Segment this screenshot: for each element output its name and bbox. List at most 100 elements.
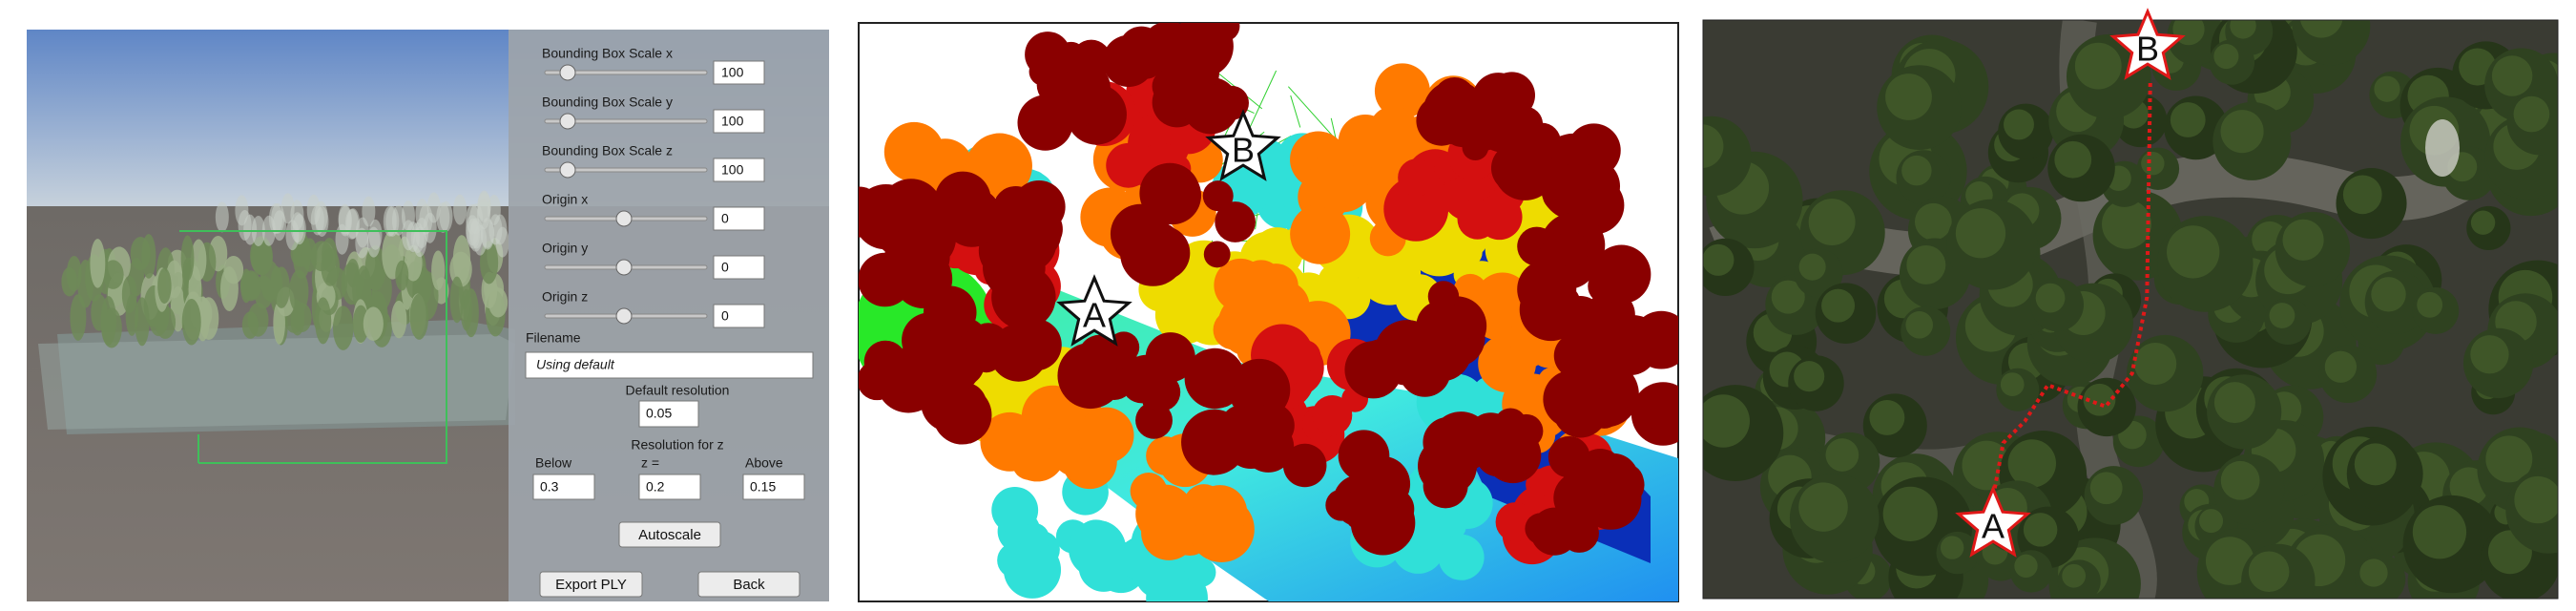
- point-cluster: [1472, 73, 1525, 125]
- tree-highlight: [2035, 283, 2066, 313]
- tree-highlight: [1794, 361, 1825, 392]
- star-label: B: [1232, 131, 1255, 170]
- point-cluster: [991, 264, 1056, 330]
- tree: [90, 239, 106, 288]
- point-cluster: [1019, 522, 1049, 553]
- slider-thumb[interactable]: [615, 307, 633, 325]
- point-cluster: [1438, 534, 1485, 580]
- tree-highlight: [2359, 558, 2388, 587]
- tree: [273, 301, 285, 345]
- point-cluster: [1475, 432, 1521, 477]
- mesh-line: [1249, 70, 1278, 129]
- point-cluster: [1523, 122, 1561, 161]
- tree: [243, 214, 258, 245]
- slider-value: 0: [721, 211, 729, 226]
- tree: [250, 236, 273, 275]
- tree: [431, 250, 446, 290]
- slider-thumb[interactable]: [559, 64, 576, 81]
- filename-placeholder: Using default: [536, 357, 615, 372]
- tree-highlight: [2062, 563, 2087, 588]
- slider-label: Origin y: [542, 241, 588, 256]
- bounding-box: [179, 230, 447, 464]
- button[interactable]: [618, 521, 721, 548]
- tree-highlight: [2491, 55, 2533, 96]
- tree-highlight: [2199, 509, 2224, 534]
- resolution-field-input[interactable]: [532, 474, 595, 500]
- point-cluster: [859, 186, 884, 238]
- point-cluster: [1135, 225, 1191, 281]
- tree-highlight: [1798, 253, 1826, 281]
- tree-highlight: [2342, 175, 2382, 215]
- slider-value: 0: [721, 260, 729, 275]
- tree: [363, 306, 384, 342]
- slider-input[interactable]: [713, 304, 765, 328]
- point-cluster: [1290, 203, 1351, 264]
- tree-highlight: [1885, 74, 1932, 120]
- tree: [315, 205, 329, 237]
- tree-highlight: [1825, 438, 1859, 472]
- tree: [220, 266, 239, 311]
- tree-highlight: [1798, 482, 1848, 532]
- aerial-frame: [1702, 19, 2559, 600]
- slider-thumb[interactable]: [615, 259, 633, 276]
- point-cluster: [1608, 463, 1644, 500]
- tree-highlight: [2023, 513, 2058, 547]
- slider-value: 100: [721, 114, 744, 129]
- point-cluster: [1543, 369, 1602, 429]
- point-cluster: [1374, 63, 1430, 119]
- slider-input[interactable]: [713, 60, 765, 85]
- slider-thumb[interactable]: [559, 161, 576, 179]
- point-cluster: [1094, 196, 1122, 223]
- filename-input[interactable]: [525, 351, 814, 379]
- tree-highlight: [2470, 335, 2509, 374]
- tree-highlight: [1906, 244, 1946, 284]
- tree: [355, 227, 369, 259]
- tree-highlight: [2167, 225, 2220, 279]
- point-cluster: [942, 187, 1003, 247]
- point-cluster: [1474, 272, 1531, 329]
- tree: [476, 199, 490, 230]
- tree-highlight: [2220, 460, 2260, 500]
- tree: [181, 298, 201, 346]
- slider-input[interactable]: [713, 158, 765, 182]
- button[interactable]: [697, 571, 800, 598]
- tree: [449, 276, 465, 324]
- tree: [453, 194, 467, 225]
- settings-controls: Bounding Box Scale x 100 Bounding Box Scal…: [525, 46, 814, 598]
- resolution-field-input[interactable]: [638, 474, 701, 500]
- tree: [463, 288, 479, 338]
- tree: [362, 196, 376, 227]
- tree-highlight: [2000, 372, 2025, 396]
- tree: [102, 260, 124, 289]
- point-cluster: [1208, 379, 1236, 408]
- tree: [235, 195, 249, 226]
- point-cluster: [1210, 23, 1240, 42]
- tree-highlight: [2014, 554, 2038, 579]
- tree-highlight: [1914, 202, 1952, 241]
- star-marker: [1955, 485, 2031, 558]
- tree-highlight: [1808, 199, 1856, 246]
- tree-highlight: [1882, 486, 1938, 541]
- tree-highlight: [2230, 20, 2256, 39]
- slider-input[interactable]: [713, 206, 765, 231]
- tree-highlight: [1703, 394, 1750, 448]
- star-marker: [2109, 8, 2186, 80]
- resolution-z-label: Resolution for z: [631, 437, 723, 453]
- point-cluster: [1077, 407, 1134, 464]
- button[interactable]: [539, 571, 643, 598]
- resolution-field-input[interactable]: [742, 474, 805, 500]
- tree: [401, 200, 415, 232]
- slider-thumb[interactable]: [559, 113, 576, 130]
- tree: [345, 259, 360, 288]
- slider-input[interactable]: [713, 255, 765, 280]
- slider-label: Bounding Box Scale y: [542, 95, 673, 110]
- tree-highlight: [2213, 43, 2239, 70]
- tree: [409, 293, 429, 340]
- slider-thumb[interactable]: [615, 210, 633, 227]
- default-resolution-input[interactable]: [638, 400, 699, 428]
- resolution-field-label: Above: [745, 455, 783, 471]
- slider-input[interactable]: [713, 109, 765, 134]
- point-cluster: [992, 186, 1039, 232]
